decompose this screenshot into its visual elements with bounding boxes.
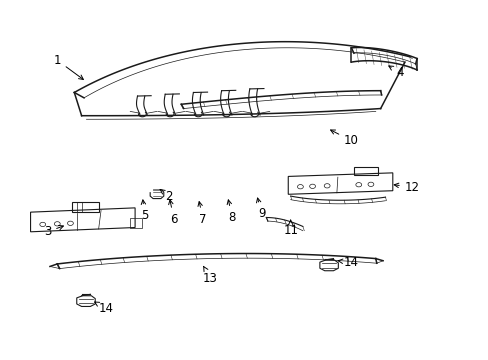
Text: 10: 10 [330,130,358,147]
Text: 8: 8 [227,200,236,224]
Text: 4: 4 [388,66,403,79]
Text: 2: 2 [160,189,173,203]
Text: 14: 14 [95,302,113,315]
Text: 9: 9 [256,198,264,220]
Text: 1: 1 [54,54,83,80]
Text: 14: 14 [337,256,358,269]
Text: 7: 7 [198,202,206,226]
Text: 5: 5 [141,200,148,222]
Text: 11: 11 [283,220,298,237]
Text: 13: 13 [203,266,218,285]
Text: 6: 6 [168,200,177,226]
Text: 12: 12 [393,181,419,194]
Text: 3: 3 [44,225,63,238]
